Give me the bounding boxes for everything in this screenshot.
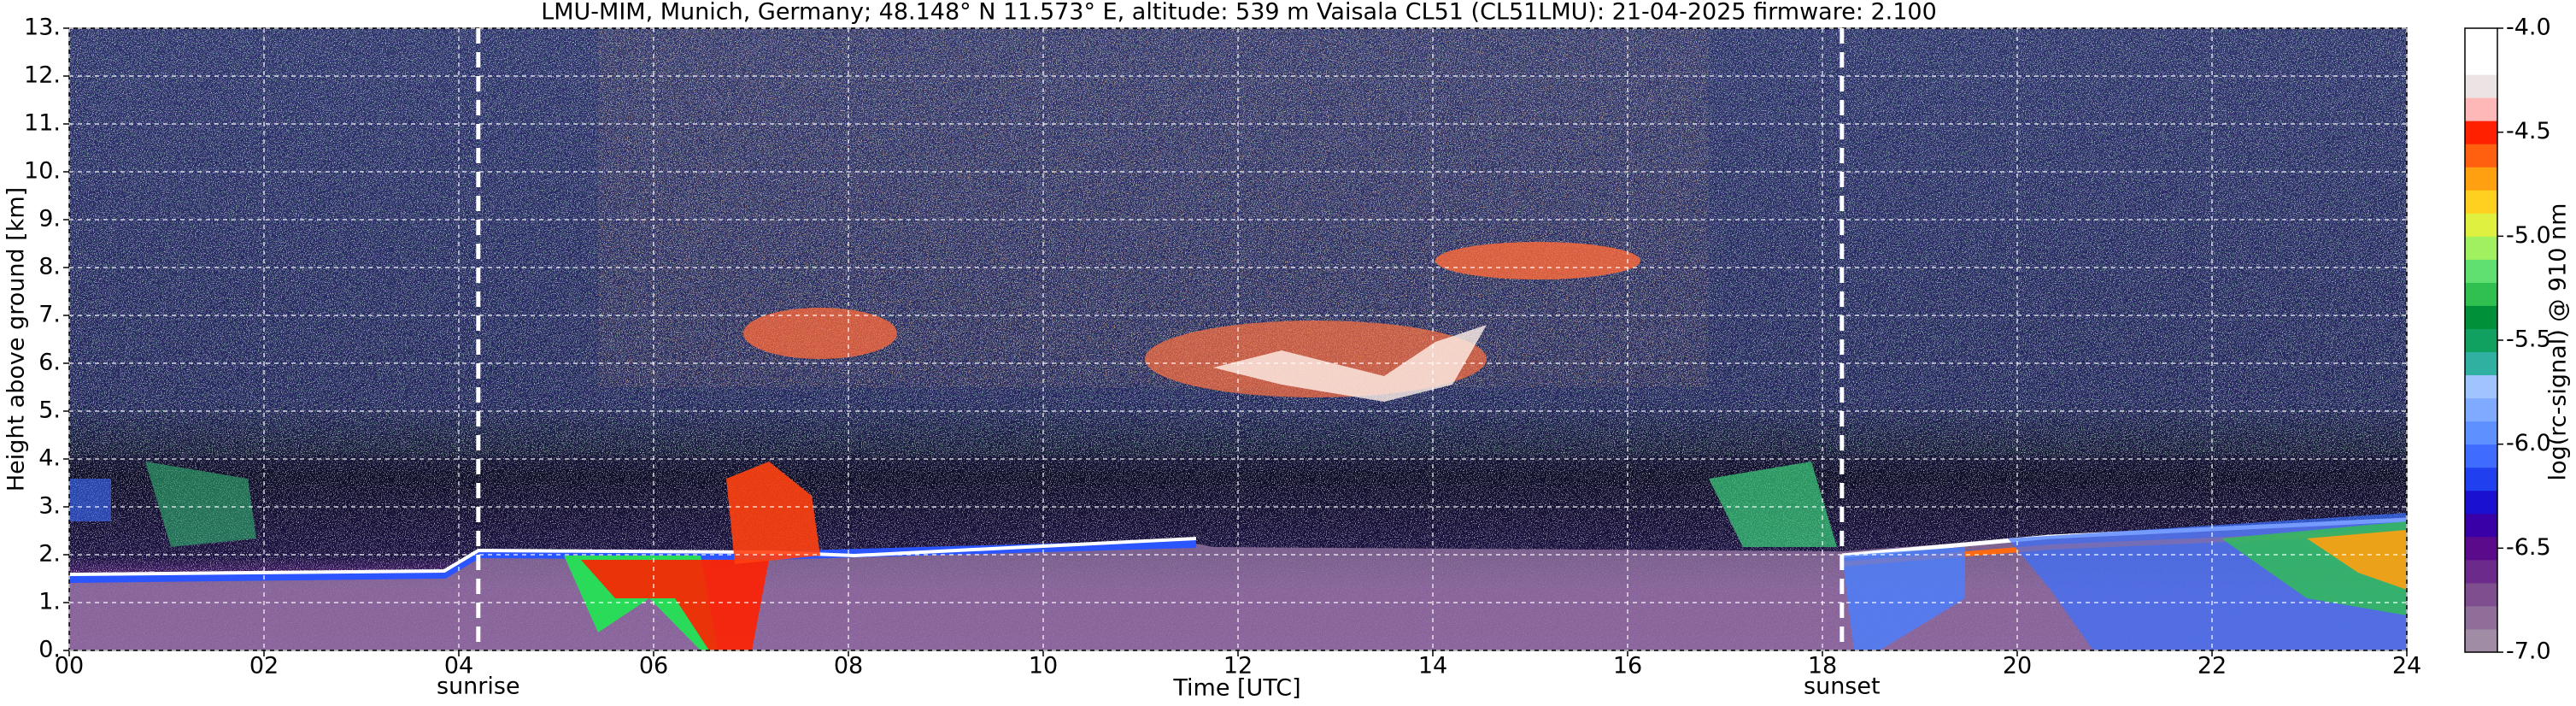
x-tick-label: 10 bbox=[1029, 653, 1058, 680]
x-tick-label: 00 bbox=[55, 653, 84, 680]
colorbar-cell bbox=[2465, 421, 2497, 445]
y-tick-label: 6. bbox=[38, 350, 61, 376]
x-tick-label: 18 bbox=[1808, 653, 1837, 680]
colorbar-cell bbox=[2465, 328, 2497, 353]
y-tick-label: 8. bbox=[38, 254, 61, 280]
colorbar-cell bbox=[2465, 444, 2497, 468]
colorbar-tick-label: -4.0 bbox=[2506, 15, 2551, 41]
annotation-label: sunrise bbox=[437, 674, 520, 700]
colorbar-cell bbox=[2465, 513, 2497, 538]
y-tick-label: 11. bbox=[24, 110, 61, 137]
colorbar-cell bbox=[2465, 51, 2497, 75]
x-tick-label: 12 bbox=[1223, 653, 1253, 680]
x-tick-label: 16 bbox=[1613, 653, 1642, 680]
colorbar-cell bbox=[2465, 536, 2497, 561]
annotation-label: sunset bbox=[1804, 674, 1881, 700]
colorbar-tick-label: -4.5 bbox=[2506, 118, 2551, 144]
colorbar-tick-label: -7.0 bbox=[2506, 638, 2551, 665]
colorbar-cell bbox=[2465, 282, 2497, 306]
colorbar-cell bbox=[2465, 559, 2497, 584]
y-tick-label: 12. bbox=[24, 62, 61, 89]
colorbar-cell bbox=[2465, 259, 2497, 283]
colorbar-cell bbox=[2465, 490, 2497, 515]
x-tick-label: 24 bbox=[2392, 653, 2421, 680]
colorbar-cell bbox=[2465, 167, 2497, 191]
y-tick-label: 3. bbox=[38, 493, 61, 520]
x-tick-label: 14 bbox=[1418, 653, 1447, 680]
y-axis-label: Height above ground [km] bbox=[3, 187, 30, 491]
x-tick-label: 08 bbox=[834, 653, 863, 680]
colorbar-cell bbox=[2465, 28, 2497, 52]
y-tick-label: 5. bbox=[38, 397, 61, 424]
y-tick-label: 4. bbox=[38, 445, 61, 472]
x-tick-label: 02 bbox=[249, 653, 279, 680]
colorbar-cell bbox=[2465, 605, 2497, 630]
colorbar-tick-label: -5.0 bbox=[2506, 222, 2551, 249]
y-tick-label: 13. bbox=[24, 15, 61, 41]
colorbar-cell bbox=[2465, 397, 2497, 422]
colorbar-cell bbox=[2465, 97, 2497, 121]
colorbar-cell bbox=[2465, 213, 2497, 237]
y-tick-label: 0. bbox=[38, 637, 61, 663]
x-axis-label: Time [UTC] bbox=[1172, 675, 1300, 702]
colorbar-tick-label: -5.5 bbox=[2506, 327, 2551, 353]
x-tick-label: 06 bbox=[639, 653, 668, 680]
chart-title: LMU-MIM, Munich, Germany; 48.148° N 11.5… bbox=[541, 0, 1937, 26]
y-tick-label: 9. bbox=[38, 206, 61, 232]
colorbar-cell bbox=[2465, 121, 2497, 144]
colorbar-cell bbox=[2465, 236, 2497, 260]
x-tick-label: 22 bbox=[2198, 653, 2227, 680]
colorbar-cell bbox=[2465, 144, 2497, 168]
colorbar-cell bbox=[2465, 374, 2497, 399]
y-tick-label: 2. bbox=[38, 541, 61, 568]
colorbar-cell bbox=[2465, 582, 2497, 607]
colorbar-cell bbox=[2465, 305, 2497, 329]
colorbar-cell bbox=[2465, 190, 2497, 214]
colorbar-tick-label: -6.0 bbox=[2506, 430, 2551, 456]
colorbar-label: log(rc-signal) @ 910 nm bbox=[2545, 203, 2572, 481]
colorbar-cell bbox=[2465, 467, 2497, 491]
y-tick-label: 10. bbox=[24, 158, 61, 185]
colorbar-cell bbox=[2465, 351, 2497, 376]
x-tick-label: 04 bbox=[444, 653, 473, 680]
y-tick-label: 1. bbox=[38, 589, 61, 615]
x-tick-label: 20 bbox=[2003, 653, 2032, 680]
colorbar-cell bbox=[2465, 628, 2497, 653]
colorbar-tick-label: -6.5 bbox=[2506, 534, 2551, 561]
colorbar-cell bbox=[2465, 74, 2497, 98]
y-tick-label: 7. bbox=[38, 302, 61, 328]
